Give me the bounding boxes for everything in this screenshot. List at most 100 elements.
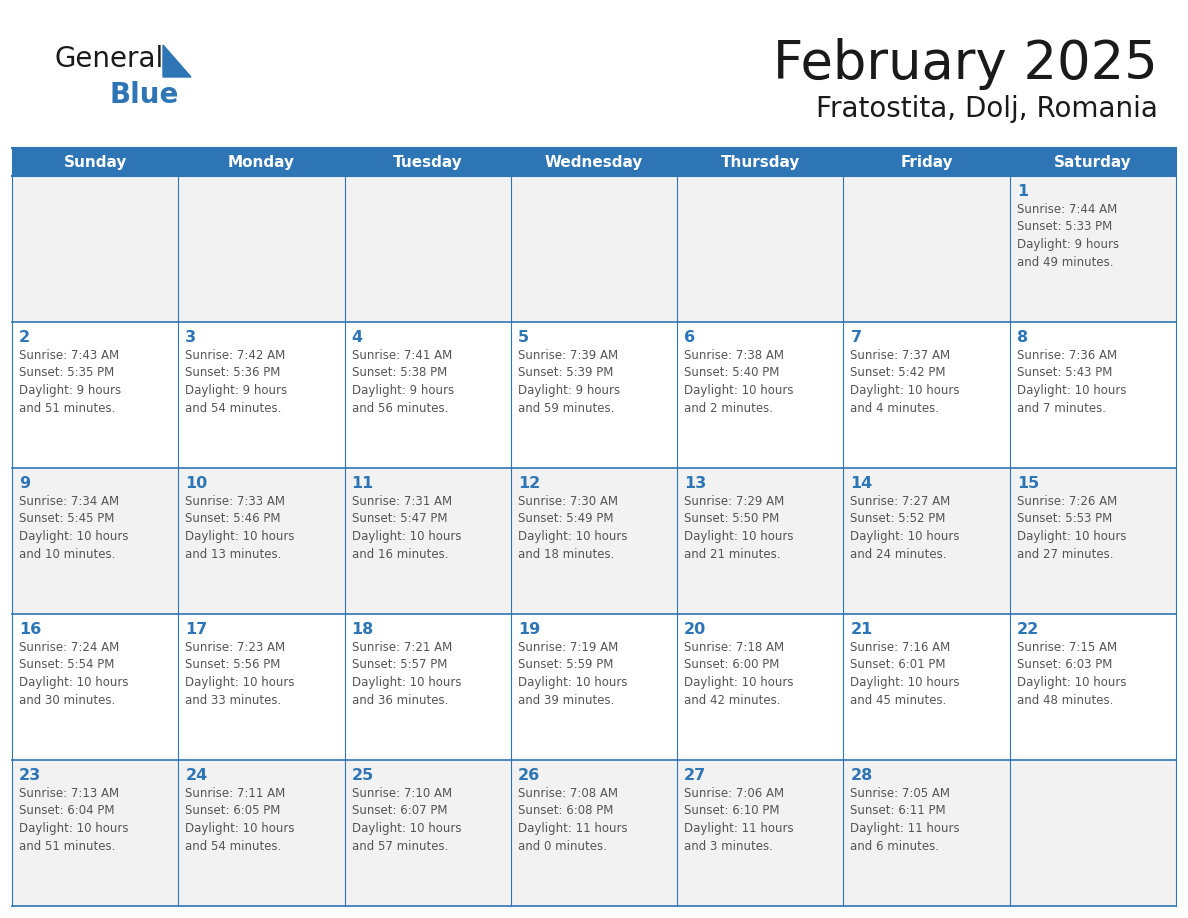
Bar xyxy=(345,468,511,614)
Text: Monday: Monday xyxy=(228,154,295,170)
Text: Sunrise: 7:08 AM
Sunset: 6:08 PM
Daylight: 11 hours
and 0 minutes.: Sunrise: 7:08 AM Sunset: 6:08 PM Dayligh… xyxy=(518,787,627,853)
Text: Saturday: Saturday xyxy=(1054,154,1132,170)
Text: Sunrise: 7:34 AM
Sunset: 5:45 PM
Daylight: 10 hours
and 10 minutes.: Sunrise: 7:34 AM Sunset: 5:45 PM Dayligh… xyxy=(19,495,128,561)
Bar xyxy=(12,760,178,906)
Text: Sunrise: 7:31 AM
Sunset: 5:47 PM
Daylight: 10 hours
and 16 minutes.: Sunrise: 7:31 AM Sunset: 5:47 PM Dayligh… xyxy=(352,495,461,561)
Text: Sunrise: 7:16 AM
Sunset: 6:01 PM
Daylight: 10 hours
and 45 minutes.: Sunrise: 7:16 AM Sunset: 6:01 PM Dayligh… xyxy=(851,641,960,707)
Text: Sunrise: 7:18 AM
Sunset: 6:00 PM
Daylight: 10 hours
and 42 minutes.: Sunrise: 7:18 AM Sunset: 6:00 PM Dayligh… xyxy=(684,641,794,707)
Bar xyxy=(12,176,178,322)
Text: 8: 8 xyxy=(1017,330,1028,345)
Text: 24: 24 xyxy=(185,768,208,783)
Text: Sunrise: 7:06 AM
Sunset: 6:10 PM
Daylight: 11 hours
and 3 minutes.: Sunrise: 7:06 AM Sunset: 6:10 PM Dayligh… xyxy=(684,787,794,853)
Text: 26: 26 xyxy=(518,768,541,783)
Bar xyxy=(345,760,511,906)
Bar xyxy=(511,176,677,322)
Bar xyxy=(1010,614,1176,760)
Bar xyxy=(511,614,677,760)
Bar xyxy=(345,176,511,322)
Text: 11: 11 xyxy=(352,476,374,491)
Bar xyxy=(677,614,843,760)
Text: Sunrise: 7:29 AM
Sunset: 5:50 PM
Daylight: 10 hours
and 21 minutes.: Sunrise: 7:29 AM Sunset: 5:50 PM Dayligh… xyxy=(684,495,794,561)
Bar xyxy=(345,322,511,468)
Text: Sunrise: 7:10 AM
Sunset: 6:07 PM
Daylight: 10 hours
and 57 minutes.: Sunrise: 7:10 AM Sunset: 6:07 PM Dayligh… xyxy=(352,787,461,853)
Text: Sunrise: 7:38 AM
Sunset: 5:40 PM
Daylight: 10 hours
and 2 minutes.: Sunrise: 7:38 AM Sunset: 5:40 PM Dayligh… xyxy=(684,349,794,415)
Text: Sunrise: 7:26 AM
Sunset: 5:53 PM
Daylight: 10 hours
and 27 minutes.: Sunrise: 7:26 AM Sunset: 5:53 PM Dayligh… xyxy=(1017,495,1126,561)
Text: Sunrise: 7:19 AM
Sunset: 5:59 PM
Daylight: 10 hours
and 39 minutes.: Sunrise: 7:19 AM Sunset: 5:59 PM Dayligh… xyxy=(518,641,627,707)
Bar xyxy=(843,176,1010,322)
Text: 6: 6 xyxy=(684,330,695,345)
Bar xyxy=(12,322,178,468)
Bar xyxy=(511,468,677,614)
Text: Sunrise: 7:36 AM
Sunset: 5:43 PM
Daylight: 10 hours
and 7 minutes.: Sunrise: 7:36 AM Sunset: 5:43 PM Dayligh… xyxy=(1017,349,1126,415)
Polygon shape xyxy=(163,45,191,77)
Text: 17: 17 xyxy=(185,622,208,637)
Bar xyxy=(12,614,178,760)
Bar xyxy=(511,322,677,468)
Bar xyxy=(1010,760,1176,906)
Text: 5: 5 xyxy=(518,330,529,345)
Text: Sunrise: 7:11 AM
Sunset: 6:05 PM
Daylight: 10 hours
and 54 minutes.: Sunrise: 7:11 AM Sunset: 6:05 PM Dayligh… xyxy=(185,787,295,853)
Text: Sunrise: 7:15 AM
Sunset: 6:03 PM
Daylight: 10 hours
and 48 minutes.: Sunrise: 7:15 AM Sunset: 6:03 PM Dayligh… xyxy=(1017,641,1126,707)
Bar xyxy=(677,322,843,468)
Text: Sunrise: 7:24 AM
Sunset: 5:54 PM
Daylight: 10 hours
and 30 minutes.: Sunrise: 7:24 AM Sunset: 5:54 PM Dayligh… xyxy=(19,641,128,707)
Text: 15: 15 xyxy=(1017,476,1040,491)
Text: Sunday: Sunday xyxy=(63,154,127,170)
Text: 28: 28 xyxy=(851,768,873,783)
Bar xyxy=(677,176,843,322)
Text: Blue: Blue xyxy=(110,81,179,109)
Text: Wednesday: Wednesday xyxy=(545,154,643,170)
Bar xyxy=(1010,322,1176,468)
Text: 2: 2 xyxy=(19,330,30,345)
Text: 20: 20 xyxy=(684,622,707,637)
Bar xyxy=(178,614,345,760)
Bar xyxy=(843,468,1010,614)
Bar xyxy=(677,468,843,614)
Bar xyxy=(843,760,1010,906)
Text: Sunrise: 7:42 AM
Sunset: 5:36 PM
Daylight: 9 hours
and 54 minutes.: Sunrise: 7:42 AM Sunset: 5:36 PM Dayligh… xyxy=(185,349,287,415)
Text: Thursday: Thursday xyxy=(721,154,800,170)
Text: 18: 18 xyxy=(352,622,374,637)
Bar xyxy=(178,176,345,322)
Text: Sunrise: 7:13 AM
Sunset: 6:04 PM
Daylight: 10 hours
and 51 minutes.: Sunrise: 7:13 AM Sunset: 6:04 PM Dayligh… xyxy=(19,787,128,853)
Bar xyxy=(1010,176,1176,322)
Text: 4: 4 xyxy=(352,330,362,345)
Text: 9: 9 xyxy=(19,476,30,491)
Bar xyxy=(1010,468,1176,614)
Text: General: General xyxy=(55,45,164,73)
Text: 10: 10 xyxy=(185,476,208,491)
Text: 23: 23 xyxy=(19,768,42,783)
Text: 19: 19 xyxy=(518,622,541,637)
Text: Sunrise: 7:05 AM
Sunset: 6:11 PM
Daylight: 11 hours
and 6 minutes.: Sunrise: 7:05 AM Sunset: 6:11 PM Dayligh… xyxy=(851,787,960,853)
Text: 25: 25 xyxy=(352,768,374,783)
Bar xyxy=(178,322,345,468)
Text: Sunrise: 7:44 AM
Sunset: 5:33 PM
Daylight: 9 hours
and 49 minutes.: Sunrise: 7:44 AM Sunset: 5:33 PM Dayligh… xyxy=(1017,203,1119,268)
Bar xyxy=(178,760,345,906)
Text: 7: 7 xyxy=(851,330,861,345)
Bar xyxy=(843,322,1010,468)
Text: Sunrise: 7:27 AM
Sunset: 5:52 PM
Daylight: 10 hours
and 24 minutes.: Sunrise: 7:27 AM Sunset: 5:52 PM Dayligh… xyxy=(851,495,960,561)
Text: 12: 12 xyxy=(518,476,541,491)
Bar xyxy=(345,614,511,760)
Text: 3: 3 xyxy=(185,330,196,345)
Text: 16: 16 xyxy=(19,622,42,637)
Text: Sunrise: 7:43 AM
Sunset: 5:35 PM
Daylight: 9 hours
and 51 minutes.: Sunrise: 7:43 AM Sunset: 5:35 PM Dayligh… xyxy=(19,349,121,415)
Text: 14: 14 xyxy=(851,476,873,491)
Text: 27: 27 xyxy=(684,768,707,783)
Bar xyxy=(511,760,677,906)
Text: Fratostita, Dolj, Romania: Fratostita, Dolj, Romania xyxy=(816,95,1158,123)
Text: Friday: Friday xyxy=(901,154,953,170)
Text: Sunrise: 7:39 AM
Sunset: 5:39 PM
Daylight: 9 hours
and 59 minutes.: Sunrise: 7:39 AM Sunset: 5:39 PM Dayligh… xyxy=(518,349,620,415)
Text: 22: 22 xyxy=(1017,622,1040,637)
Text: Sunrise: 7:37 AM
Sunset: 5:42 PM
Daylight: 10 hours
and 4 minutes.: Sunrise: 7:37 AM Sunset: 5:42 PM Dayligh… xyxy=(851,349,960,415)
Text: 21: 21 xyxy=(851,622,873,637)
Bar xyxy=(843,614,1010,760)
Bar xyxy=(677,760,843,906)
Text: February 2025: February 2025 xyxy=(773,38,1158,90)
Text: Sunrise: 7:33 AM
Sunset: 5:46 PM
Daylight: 10 hours
and 13 minutes.: Sunrise: 7:33 AM Sunset: 5:46 PM Dayligh… xyxy=(185,495,295,561)
Text: 13: 13 xyxy=(684,476,707,491)
Text: Tuesday: Tuesday xyxy=(393,154,462,170)
Text: 1: 1 xyxy=(1017,184,1028,199)
Text: Sunrise: 7:30 AM
Sunset: 5:49 PM
Daylight: 10 hours
and 18 minutes.: Sunrise: 7:30 AM Sunset: 5:49 PM Dayligh… xyxy=(518,495,627,561)
Text: Sunrise: 7:41 AM
Sunset: 5:38 PM
Daylight: 9 hours
and 56 minutes.: Sunrise: 7:41 AM Sunset: 5:38 PM Dayligh… xyxy=(352,349,454,415)
Text: Sunrise: 7:23 AM
Sunset: 5:56 PM
Daylight: 10 hours
and 33 minutes.: Sunrise: 7:23 AM Sunset: 5:56 PM Dayligh… xyxy=(185,641,295,707)
